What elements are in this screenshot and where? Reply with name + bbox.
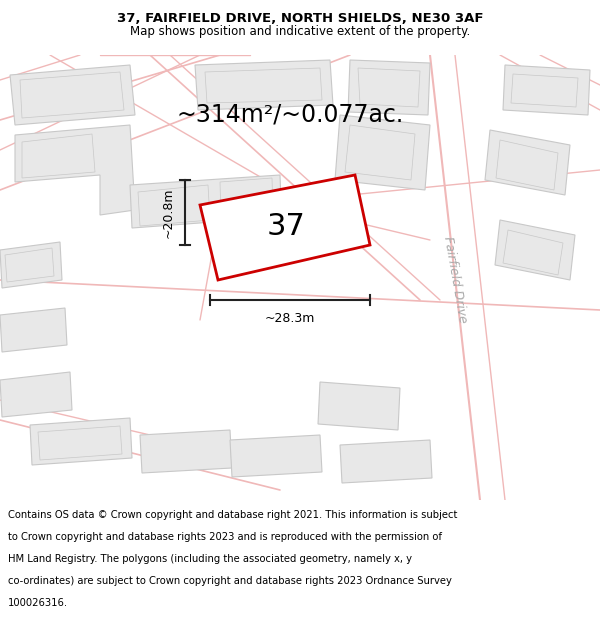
Text: HM Land Registry. The polygons (including the associated geometry, namely x, y: HM Land Registry. The polygons (includin… [8, 554, 412, 564]
Text: 100026316.: 100026316. [8, 598, 68, 608]
Text: Map shows position and indicative extent of the property.: Map shows position and indicative extent… [130, 26, 470, 39]
Polygon shape [230, 435, 322, 477]
Polygon shape [22, 134, 95, 178]
Polygon shape [0, 308, 67, 352]
Polygon shape [348, 60, 430, 115]
Polygon shape [195, 60, 333, 110]
Text: Fairfield Drive: Fairfield Drive [441, 236, 469, 324]
Polygon shape [485, 130, 570, 195]
Text: ~28.3m: ~28.3m [265, 312, 315, 325]
Polygon shape [38, 426, 122, 460]
Polygon shape [340, 440, 432, 483]
Text: to Crown copyright and database rights 2023 and is reproduced with the permissio: to Crown copyright and database rights 2… [8, 532, 442, 542]
Polygon shape [130, 175, 283, 265]
Polygon shape [138, 185, 210, 226]
Polygon shape [503, 230, 563, 275]
Polygon shape [358, 68, 420, 107]
Polygon shape [0, 372, 72, 417]
Text: Contains OS data © Crown copyright and database right 2021. This information is : Contains OS data © Crown copyright and d… [8, 510, 457, 520]
Polygon shape [511, 74, 578, 107]
Text: co-ordinates) are subject to Crown copyright and database rights 2023 Ordnance S: co-ordinates) are subject to Crown copyr… [8, 576, 452, 586]
Polygon shape [205, 68, 322, 103]
Text: 37, FAIRFIELD DRIVE, NORTH SHIELDS, NE30 3AF: 37, FAIRFIELD DRIVE, NORTH SHIELDS, NE30… [117, 12, 483, 25]
Polygon shape [335, 115, 430, 190]
Polygon shape [503, 65, 590, 115]
Polygon shape [345, 125, 415, 180]
Text: ~20.8m: ~20.8m [162, 188, 175, 238]
Polygon shape [496, 140, 558, 190]
Polygon shape [0, 242, 62, 288]
Polygon shape [5, 248, 54, 282]
Polygon shape [140, 430, 232, 473]
Polygon shape [200, 175, 370, 280]
Polygon shape [10, 65, 135, 125]
Text: 37: 37 [266, 212, 305, 241]
Polygon shape [30, 418, 132, 465]
Text: ~314m²/~0.077ac.: ~314m²/~0.077ac. [176, 103, 404, 127]
Polygon shape [15, 125, 135, 215]
Polygon shape [20, 72, 124, 118]
Polygon shape [318, 382, 400, 430]
Polygon shape [495, 220, 575, 280]
Polygon shape [220, 178, 274, 260]
